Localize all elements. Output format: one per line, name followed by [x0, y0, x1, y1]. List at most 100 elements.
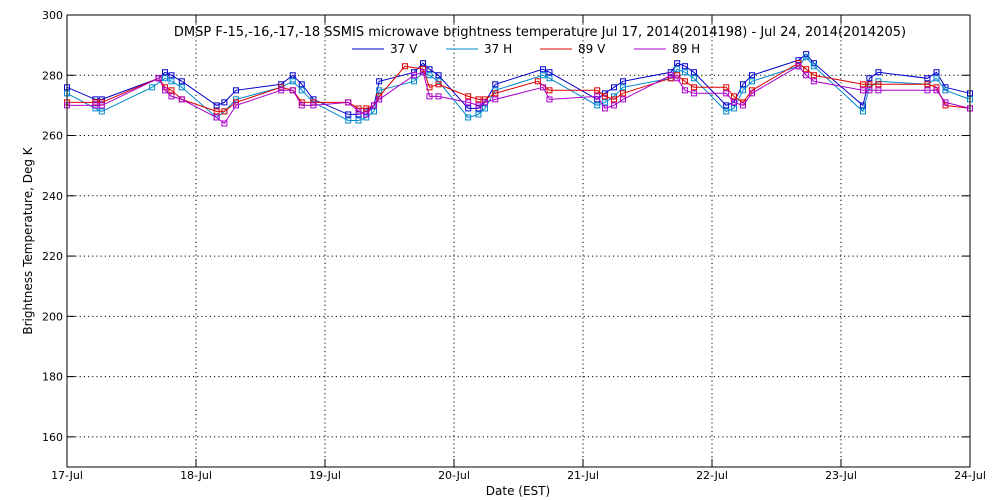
data-point [667, 72, 674, 79]
x-tick-label: 22-Jul [696, 469, 728, 482]
data-point [924, 75, 931, 82]
legend-item: 89 H [634, 42, 700, 56]
data-point [345, 117, 352, 124]
data-point [601, 99, 608, 106]
data-point [730, 105, 737, 112]
legend-label: 37 V [390, 42, 418, 56]
data-point [875, 78, 882, 85]
data-point [674, 66, 681, 73]
data-point [942, 99, 949, 106]
data-point [748, 78, 755, 85]
data-point [345, 111, 352, 118]
data-point [739, 81, 746, 88]
legend-label: 89 V [578, 42, 606, 56]
data-point [933, 69, 940, 76]
data-point [155, 75, 162, 82]
data-point [594, 93, 601, 100]
data-point [92, 96, 99, 103]
data-point [540, 84, 547, 91]
data-point [363, 105, 370, 112]
data-point [875, 87, 882, 94]
data-point [924, 81, 931, 88]
data-point [363, 111, 370, 118]
data-point [810, 72, 817, 79]
data-point [168, 87, 175, 94]
data-point [289, 87, 296, 94]
data-point [298, 87, 305, 94]
data-point [601, 105, 608, 112]
y-tick-label: 240 [42, 190, 63, 203]
data-point [540, 66, 547, 73]
data-point [426, 93, 433, 100]
data-point [810, 63, 817, 70]
data-point [690, 69, 697, 76]
data-point [748, 90, 755, 97]
legend: 37 V 37 H 89 V 89 H [352, 42, 700, 56]
data-point [149, 84, 156, 91]
data-point [221, 108, 228, 115]
data-point [465, 114, 472, 121]
data-point [435, 81, 442, 88]
data-point [610, 84, 617, 91]
data-point [278, 87, 285, 94]
data-point [475, 111, 482, 118]
data-point [355, 117, 362, 124]
data-point [475, 102, 482, 109]
data-point [92, 105, 99, 112]
data-point [420, 69, 427, 76]
data-point [92, 99, 99, 106]
data-point [942, 87, 949, 94]
data-point [289, 72, 296, 79]
data-point [546, 69, 553, 76]
data-point [723, 108, 730, 115]
data-point [363, 114, 370, 121]
data-point [674, 75, 681, 82]
data-point [426, 66, 433, 73]
data-point [345, 99, 352, 106]
data-point [162, 75, 169, 82]
x-tick-label: 17-Jul [51, 469, 83, 482]
data-point [401, 63, 408, 70]
data-point [310, 99, 317, 106]
data-point [411, 72, 418, 79]
data-point [730, 93, 737, 100]
data-point [601, 93, 608, 100]
legend-label: 37 H [484, 42, 512, 56]
data-point [289, 78, 296, 85]
data-point [859, 108, 866, 115]
y-tick-label: 300 [42, 9, 63, 22]
series-layer [64, 51, 973, 127]
data-point [435, 93, 442, 100]
y-tick-label: 280 [42, 69, 63, 82]
data-point [168, 72, 175, 79]
data-point [619, 90, 626, 97]
data-point [730, 99, 737, 106]
data-point [492, 90, 499, 97]
x-tick-label: 24-Jul [954, 469, 986, 482]
data-point [619, 96, 626, 103]
chart-title: DMSP F-15,-16,-17,-18 SSMIS microwave br… [174, 25, 906, 40]
data-point [667, 69, 674, 76]
data-point [168, 93, 175, 100]
data-point [803, 72, 810, 79]
data-point [481, 96, 488, 103]
data-point [371, 102, 378, 109]
series-89-h [64, 63, 973, 127]
data-point [723, 102, 730, 109]
data-point [681, 69, 688, 76]
legend-label: 89 H [672, 42, 700, 56]
data-point [674, 60, 681, 67]
data-point [803, 54, 810, 61]
y-tick-label: 220 [42, 250, 63, 263]
data-point [232, 87, 239, 94]
x-tick-label: 21-Jul [567, 469, 599, 482]
data-point [376, 96, 383, 103]
data-point [232, 96, 239, 103]
data-point [481, 105, 488, 112]
data-point [594, 102, 601, 109]
data-point [420, 66, 427, 73]
y-tick-label: 160 [42, 431, 63, 444]
data-point [213, 102, 220, 109]
y-tick-label: 180 [42, 371, 63, 384]
